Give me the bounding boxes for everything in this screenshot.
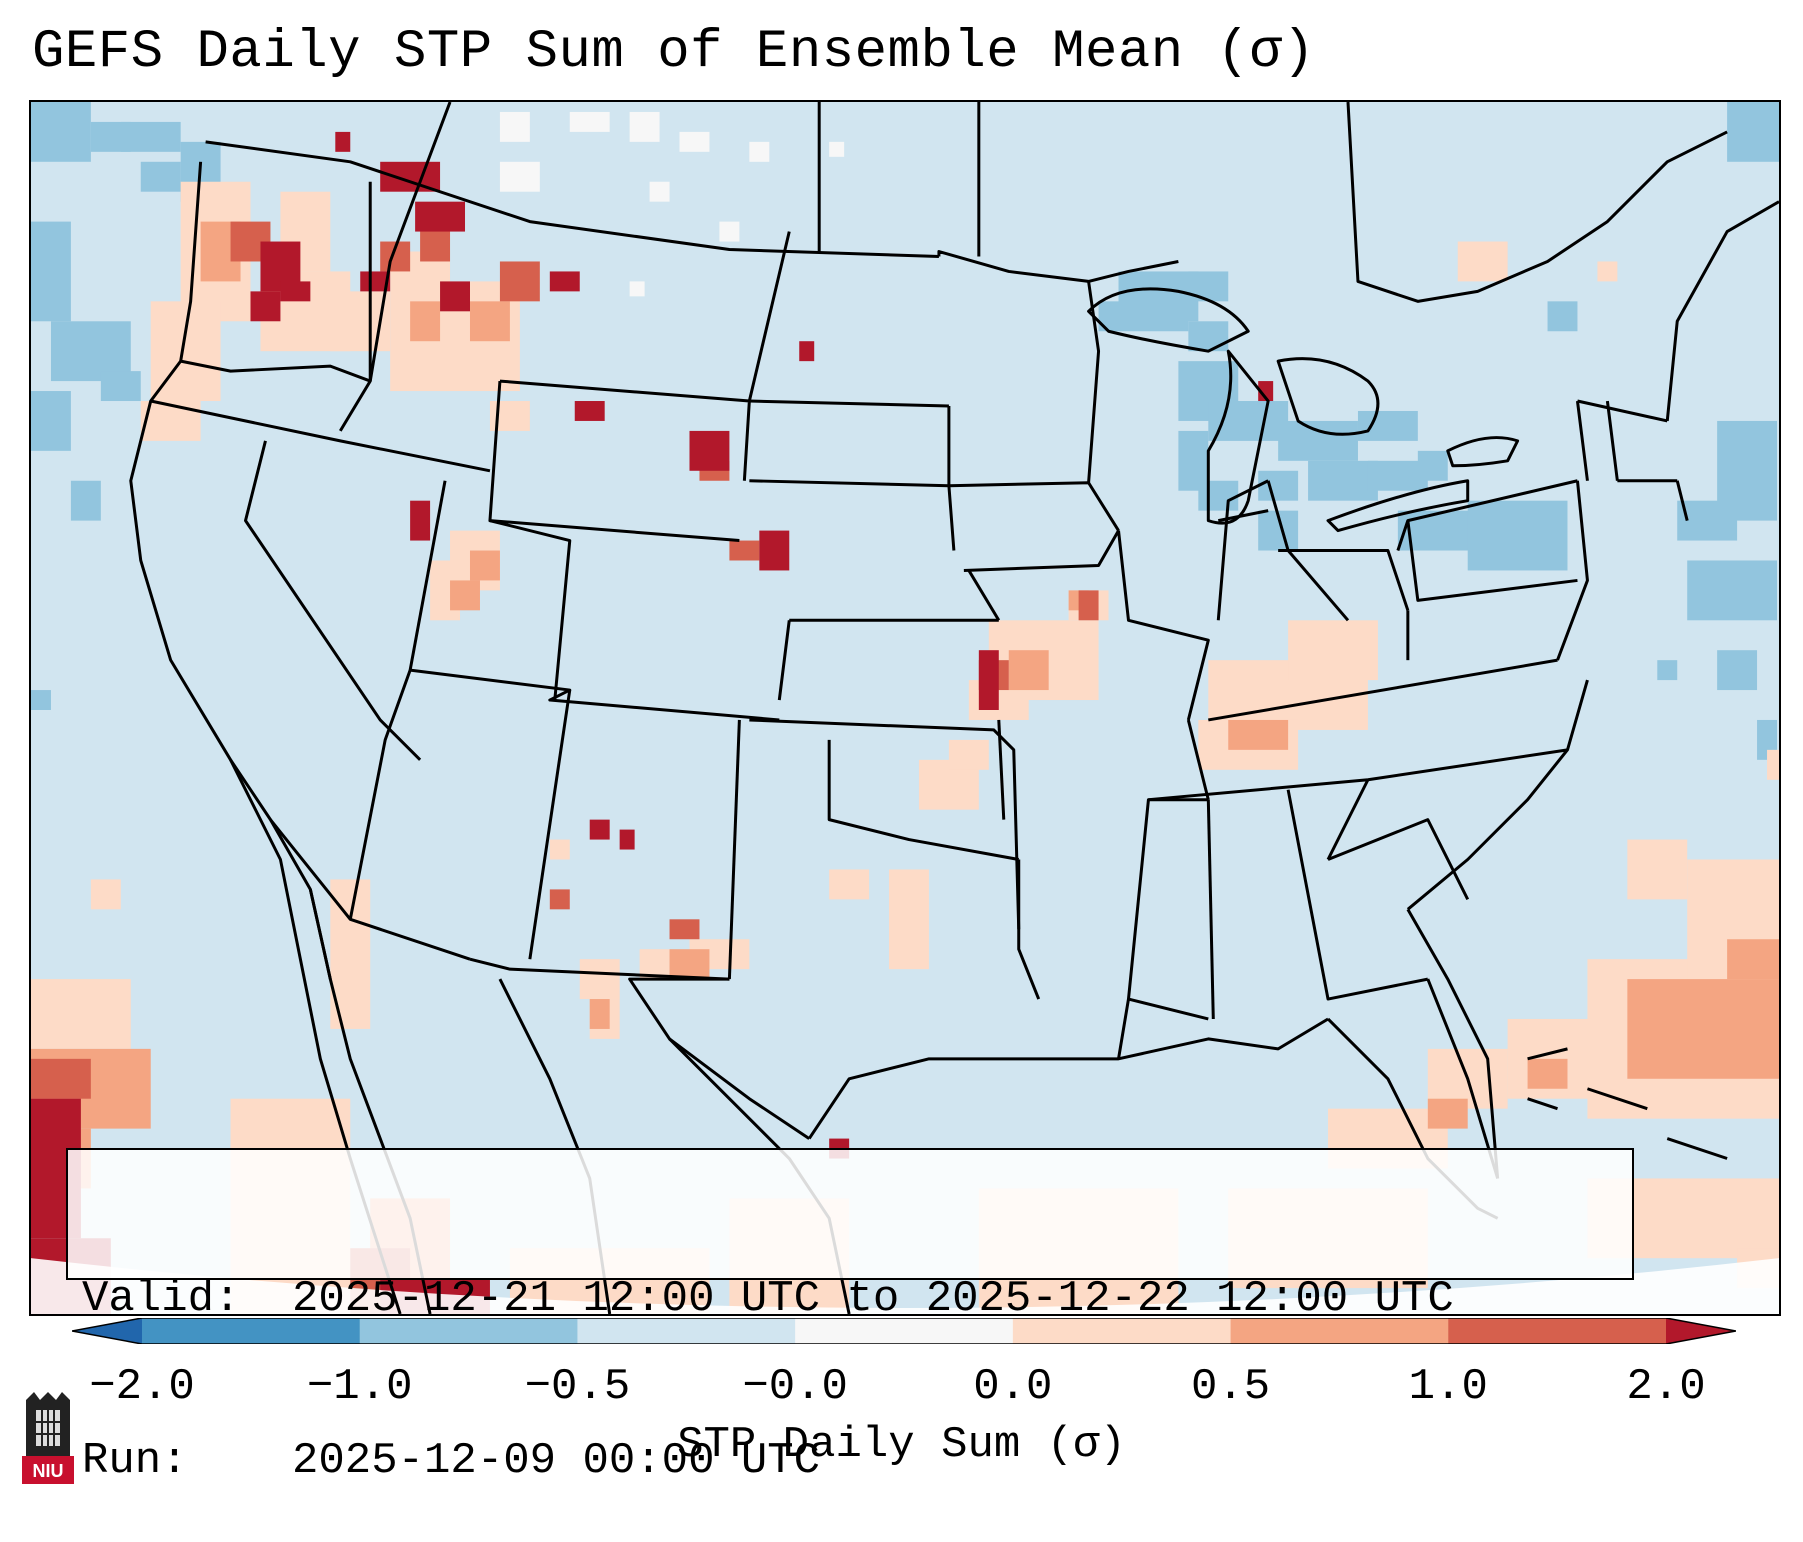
colorbar-bin [1448, 1318, 1667, 1344]
map-panel [29, 100, 1781, 1316]
negative-anomaly-pacific [31, 102, 221, 710]
colorbar-bin [577, 1318, 796, 1344]
colorbar-over-arrow [1666, 1318, 1736, 1344]
colorbar-tick-label: 1.0 [1408, 1362, 1488, 1412]
colorbar-bin [359, 1318, 578, 1344]
valid-time-box: Valid: 2025-12-21 12:00 UTC to 2025-12-22… [66, 1148, 1634, 1486]
colorbar-tick-label: −0.5 [524, 1362, 631, 1412]
niu-logo: NIU [22, 1392, 74, 1484]
colorbar-bins [142, 1318, 1667, 1344]
negative-anomaly-northeast [1098, 102, 1779, 760]
logo-text: NIU [33, 1461, 64, 1481]
white-cells-north [499, 111, 845, 297]
chart-title: GEFS Daily STP Sum of Ensemble Mean (σ) [32, 22, 1316, 83]
colorbar-bin [1012, 1318, 1232, 1344]
run-label: Run: [82, 1436, 188, 1486]
colorbar-tick-label: −2.0 [89, 1362, 195, 1412]
projection-edge [31, 1258, 1779, 1314]
map-canvas [31, 102, 1779, 1314]
colorbar-tick-label: 0.0 [973, 1362, 1053, 1412]
run-value: 2025-12-09 00:00 UTC [292, 1436, 821, 1486]
valid-value: 2025-12-21 12:00 UTC to 2025-12-22 12:00… [292, 1274, 1454, 1324]
colorbar-tick-label: −0.0 [742, 1362, 848, 1412]
colorbar-bin [1230, 1318, 1449, 1344]
colorbar-tick-label: −1.0 [306, 1362, 413, 1412]
colorbar-label: STP Daily Sum (σ) [677, 1420, 1126, 1470]
colorbar-bin [795, 1318, 1014, 1344]
valid-label: Valid: [82, 1274, 241, 1324]
colorbar-tick-label: 0.5 [1190, 1362, 1271, 1412]
colorbar-tick-label: 2.0 [1626, 1362, 1706, 1412]
colorbar-bin [142, 1318, 361, 1344]
colorbar-under-arrow [72, 1318, 142, 1344]
colorbar [72, 1318, 1736, 1344]
